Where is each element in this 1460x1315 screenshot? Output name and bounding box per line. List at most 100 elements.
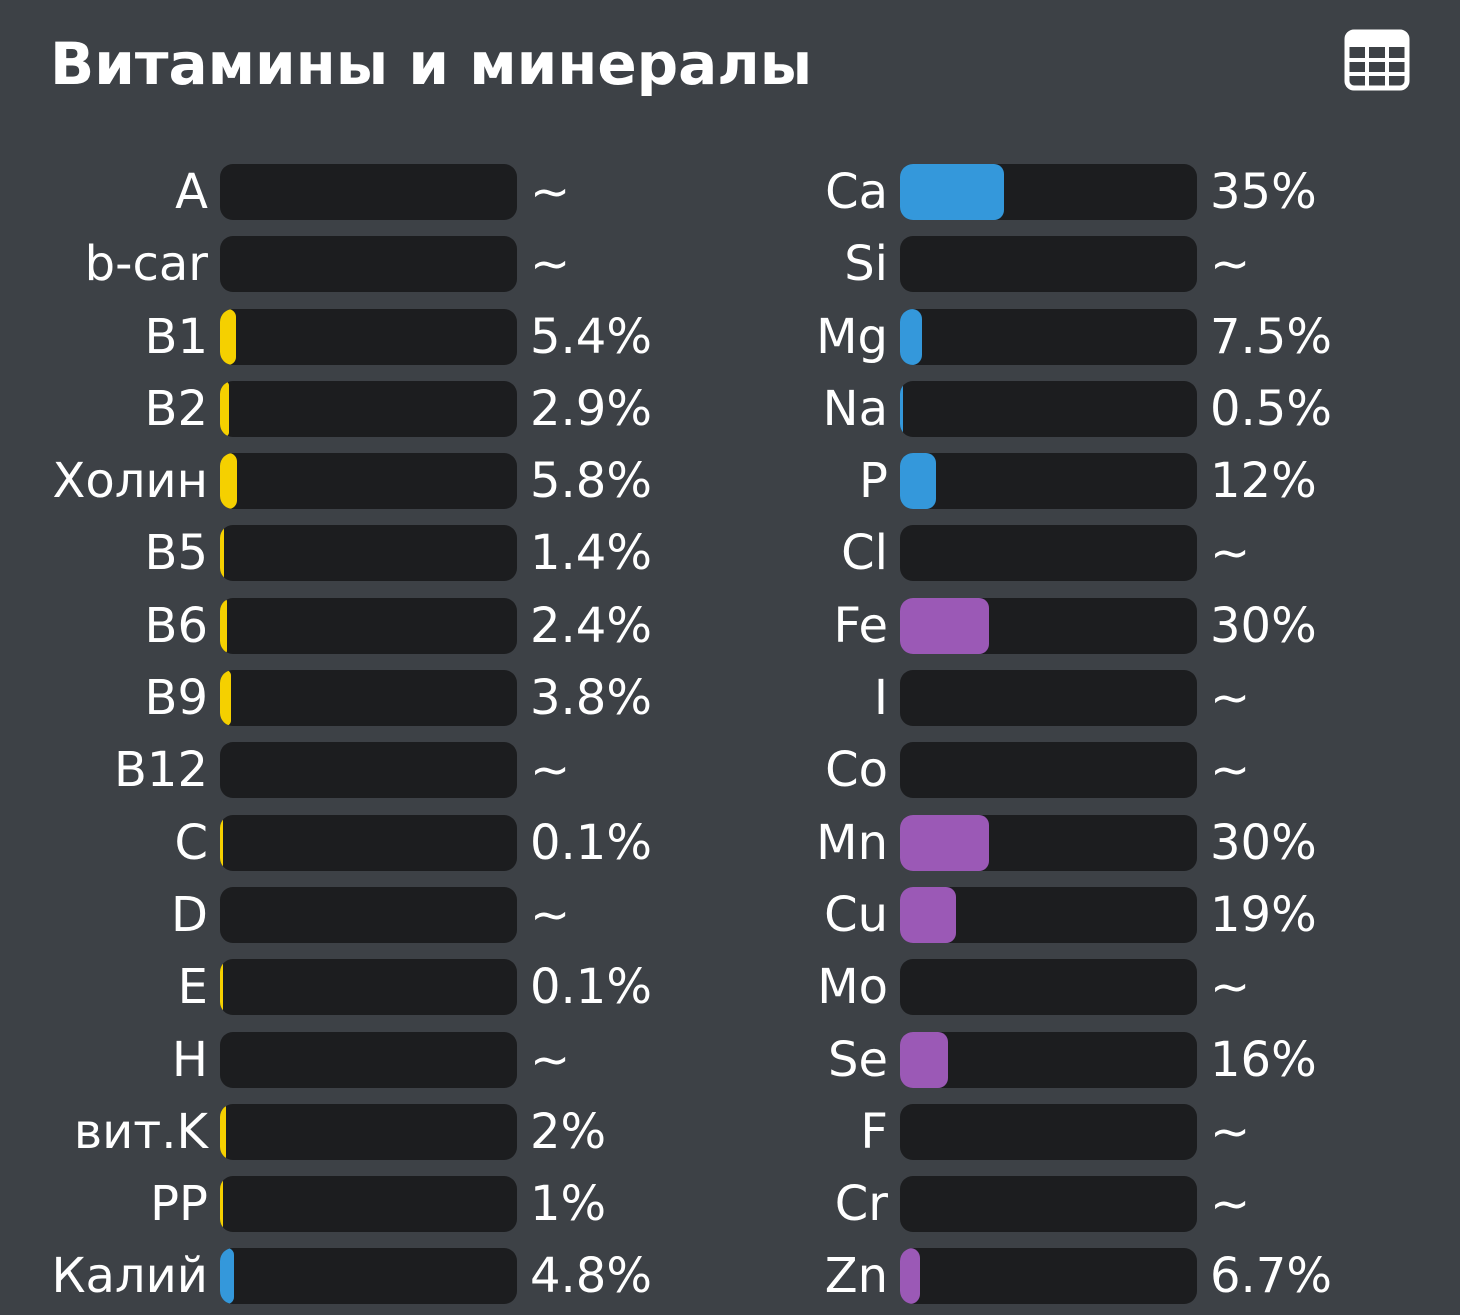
- nutrient-label: B2: [144, 380, 208, 437]
- nutrient-bar[interactable]: [900, 308, 1197, 365]
- nutrient-label: Co: [825, 742, 888, 799]
- nutrient-bar[interactable]: [900, 1248, 1197, 1305]
- nutrient-value: ~: [1210, 236, 1251, 293]
- nutrient-label: Cu: [824, 886, 888, 943]
- nutrient-bar-fill: [220, 814, 223, 871]
- table-icon[interactable]: [1344, 29, 1410, 91]
- nutrient-bar[interactable]: [900, 1176, 1197, 1233]
- nutrient-value: 12%: [1210, 453, 1317, 510]
- nutrient-bar-fill: [220, 525, 224, 582]
- nutrient-label: E: [177, 959, 208, 1016]
- nutrient-value: 5.4%: [530, 308, 652, 365]
- nutrient-label: B9: [144, 670, 208, 727]
- nutrient-bar-fill: [900, 886, 956, 943]
- nutrient-bar[interactable]: [220, 164, 517, 220]
- nutrient-value: 30%: [1210, 597, 1317, 654]
- nutrient-bar[interactable]: [220, 236, 517, 293]
- nutrient-bar[interactable]: [220, 525, 517, 582]
- nutrient-bar-fill: [220, 670, 231, 727]
- nutrient-label: B5: [144, 525, 208, 582]
- nutrient-bar-fill: [220, 597, 227, 654]
- nutrient-value: 1.4%: [530, 525, 652, 582]
- nutrient-bar[interactable]: [900, 597, 1197, 654]
- nutrient-value: 0.1%: [530, 814, 652, 871]
- nutrient-bar[interactable]: [900, 742, 1197, 799]
- nutrient-value: 2%: [530, 1103, 607, 1160]
- nutrient-bar[interactable]: [220, 742, 517, 799]
- nutrient-bar[interactable]: [220, 1176, 517, 1233]
- nutrient-bar[interactable]: [220, 886, 517, 943]
- nutrient-label: H: [171, 1031, 208, 1088]
- nutrient-value: ~: [1210, 1103, 1251, 1160]
- nutrient-bar-fill: [220, 1176, 223, 1233]
- nutrient-value: 0.5%: [1210, 380, 1332, 437]
- nutrient-bar-fill: [900, 1248, 920, 1305]
- nutrient-value: 7.5%: [1210, 308, 1332, 365]
- nutrient-label: A: [175, 164, 208, 220]
- nutrient-bar[interactable]: [900, 380, 1197, 437]
- nutrient-bar-fill: [220, 1103, 226, 1160]
- nutrient-value: ~: [1210, 525, 1251, 582]
- nutrient-label: вит.K: [73, 1103, 208, 1160]
- nutrient-label: Cr: [834, 1176, 888, 1233]
- nutrient-bar[interactable]: [220, 670, 517, 727]
- nutrient-value: 0.1%: [530, 959, 652, 1016]
- nutrient-bar[interactable]: [220, 1031, 517, 1088]
- nutrient-label: B12: [113, 742, 208, 799]
- nutrient-bar[interactable]: [900, 1031, 1197, 1088]
- nutrient-label: PP: [150, 1176, 208, 1233]
- nutrient-label: Na: [822, 380, 888, 437]
- nutrient-label: Cl: [841, 525, 888, 582]
- nutrient-bar-fill: [220, 308, 236, 365]
- nutrient-bar[interactable]: [220, 814, 517, 871]
- nutrient-bar[interactable]: [900, 670, 1197, 727]
- nutrient-value: ~: [530, 164, 571, 220]
- nutrient-bar-fill: [900, 453, 936, 510]
- nutrient-value: ~: [1210, 742, 1251, 799]
- nutrient-bar-fill: [900, 1031, 948, 1088]
- nutrient-label: Si: [844, 236, 888, 293]
- nutrient-bar-fill: [900, 308, 922, 365]
- nutrient-value: ~: [530, 886, 571, 943]
- nutrient-value: ~: [530, 1031, 571, 1088]
- nutrient-label: D: [171, 886, 208, 943]
- nutrient-bar[interactable]: [900, 886, 1197, 943]
- nutrient-label: Fe: [833, 597, 888, 654]
- nutrient-label: I: [873, 670, 888, 727]
- nutrient-value: ~: [530, 742, 571, 799]
- nutrient-label: Mo: [817, 959, 888, 1016]
- nutrient-bar-fill: [220, 453, 237, 510]
- nutrient-label: b-car: [84, 236, 208, 293]
- nutrient-bar[interactable]: [220, 1103, 517, 1160]
- nutrient-bar[interactable]: [900, 164, 1197, 220]
- nutrient-bar[interactable]: [220, 1248, 517, 1305]
- nutrient-bar[interactable]: [220, 453, 517, 510]
- nutrient-bar[interactable]: [220, 597, 517, 654]
- nutrient-bar[interactable]: [220, 380, 517, 437]
- nutrient-bar[interactable]: [900, 1103, 1197, 1160]
- nutrient-bar[interactable]: [900, 525, 1197, 582]
- nutrient-label: Ca: [825, 164, 888, 220]
- nutrient-label: Se: [828, 1031, 888, 1088]
- nutrient-bar-fill: [900, 814, 989, 871]
- nutrient-value: ~: [530, 236, 571, 293]
- nutrient-label: C: [174, 814, 208, 871]
- nutrient-bar[interactable]: [900, 814, 1197, 871]
- nutrient-label: B6: [144, 597, 208, 654]
- nutrient-value: 1%: [530, 1176, 607, 1233]
- nutrient-bar[interactable]: [900, 959, 1197, 1016]
- panel-title: Витамины и минералы: [50, 30, 813, 98]
- nutrient-bar[interactable]: [900, 453, 1197, 510]
- nutrient-bar[interactable]: [220, 308, 517, 365]
- nutrient-label: B1: [144, 308, 208, 365]
- nutrient-value: 16%: [1210, 1031, 1317, 1088]
- nutrient-value: 2.4%: [530, 597, 652, 654]
- nutrient-label: Холин: [52, 453, 208, 510]
- nutrient-value: 30%: [1210, 814, 1317, 871]
- nutrient-bar-fill: [900, 164, 1004, 220]
- nutrient-bar-fill: [220, 380, 229, 437]
- nutrient-bar[interactable]: [900, 236, 1197, 293]
- nutrient-label: Калий: [51, 1248, 208, 1305]
- nutrient-value: ~: [1210, 959, 1251, 1016]
- nutrient-bar[interactable]: [220, 959, 517, 1016]
